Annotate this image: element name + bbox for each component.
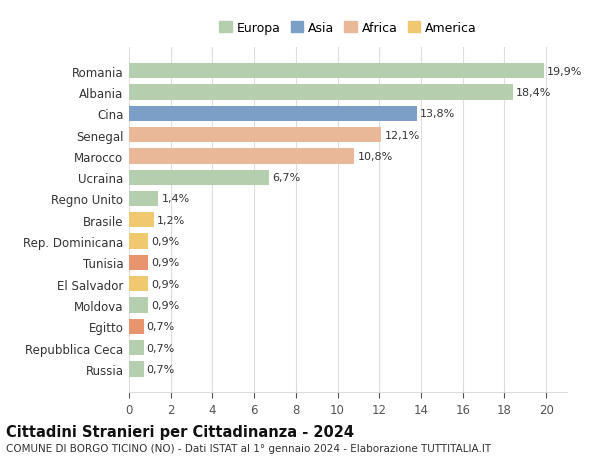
Text: 13,8%: 13,8%	[420, 109, 455, 119]
Bar	[129, 170, 269, 185]
Text: 12,1%: 12,1%	[385, 130, 420, 140]
Bar	[129, 298, 148, 313]
Text: COMUNE DI BORGO TICINO (NO) - Dati ISTAT al 1° gennaio 2024 - Elaborazione TUTTI: COMUNE DI BORGO TICINO (NO) - Dati ISTAT…	[6, 443, 491, 453]
Text: 1,4%: 1,4%	[161, 194, 190, 204]
Bar	[129, 85, 513, 101]
Bar	[129, 362, 143, 377]
Text: 0,9%: 0,9%	[151, 300, 179, 310]
Bar	[129, 319, 143, 334]
Text: 0,9%: 0,9%	[151, 258, 179, 268]
Bar	[129, 64, 544, 79]
Bar	[129, 234, 148, 249]
Text: 0,9%: 0,9%	[151, 279, 179, 289]
Bar	[129, 255, 148, 270]
Bar	[129, 191, 158, 207]
Text: 0,9%: 0,9%	[151, 236, 179, 246]
Text: 0,7%: 0,7%	[147, 343, 175, 353]
Bar	[129, 213, 154, 228]
Text: 0,7%: 0,7%	[147, 364, 175, 374]
Bar	[129, 149, 354, 164]
Legend: Europa, Asia, Africa, America: Europa, Asia, Africa, America	[214, 17, 482, 39]
Text: 0,7%: 0,7%	[147, 322, 175, 331]
Text: 18,4%: 18,4%	[516, 88, 551, 98]
Bar	[129, 276, 148, 292]
Text: 10,8%: 10,8%	[358, 151, 392, 162]
Text: 6,7%: 6,7%	[272, 173, 300, 183]
Text: Cittadini Stranieri per Cittadinanza - 2024: Cittadini Stranieri per Cittadinanza - 2…	[6, 425, 354, 440]
Text: 1,2%: 1,2%	[157, 215, 185, 225]
Text: 19,9%: 19,9%	[547, 67, 583, 77]
Bar	[129, 128, 382, 143]
Bar	[129, 106, 417, 122]
Bar	[129, 340, 143, 356]
